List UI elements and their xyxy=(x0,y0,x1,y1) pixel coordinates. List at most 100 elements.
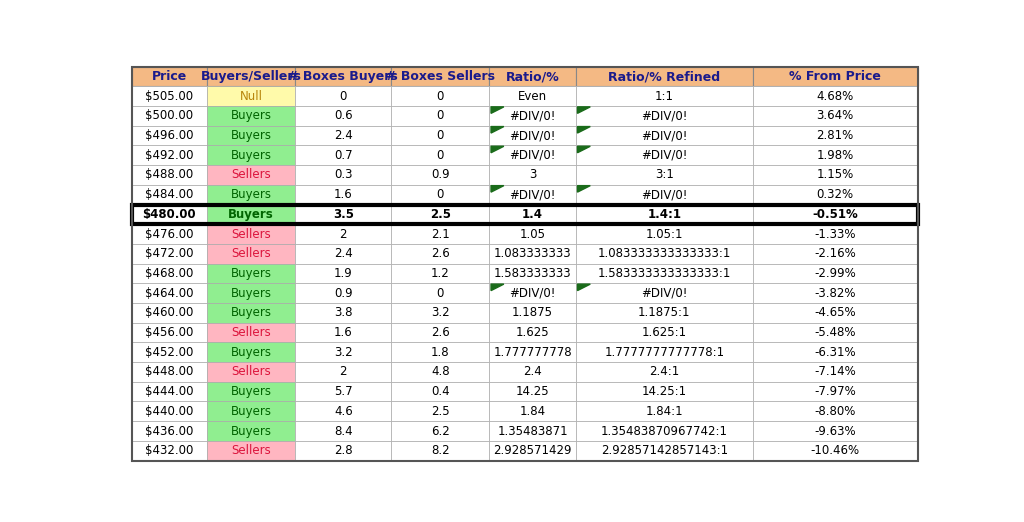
Bar xyxy=(132,126,207,146)
Bar xyxy=(207,303,295,323)
Bar xyxy=(575,283,753,303)
Text: Sellers: Sellers xyxy=(231,247,271,260)
Text: $452.00: $452.00 xyxy=(145,346,194,359)
Bar xyxy=(132,185,207,205)
Bar xyxy=(489,362,575,382)
Text: 0: 0 xyxy=(436,188,444,201)
Text: -0.51%: -0.51% xyxy=(812,208,858,221)
Bar xyxy=(207,244,295,264)
Bar xyxy=(753,342,918,362)
Text: 0.7: 0.7 xyxy=(334,149,352,162)
Text: $505.00: $505.00 xyxy=(145,90,194,103)
Text: 3.5: 3.5 xyxy=(333,208,354,221)
Bar xyxy=(489,126,575,146)
Text: 2.1: 2.1 xyxy=(431,228,450,241)
Text: 1.1875:1: 1.1875:1 xyxy=(638,306,690,319)
Bar xyxy=(391,382,489,401)
Text: $484.00: $484.00 xyxy=(145,188,194,201)
Bar xyxy=(753,382,918,401)
Bar xyxy=(295,106,391,126)
Text: 4.68%: 4.68% xyxy=(816,90,854,103)
Text: Buyers: Buyers xyxy=(228,208,273,221)
Text: 0: 0 xyxy=(436,129,444,142)
Bar xyxy=(207,185,295,205)
Bar xyxy=(489,244,575,264)
Bar xyxy=(391,441,489,460)
Bar xyxy=(575,244,753,264)
Text: 3.8: 3.8 xyxy=(334,306,352,319)
Text: #DIV/0!: #DIV/0! xyxy=(641,110,687,122)
Text: 0: 0 xyxy=(340,90,347,103)
Bar xyxy=(132,441,207,460)
Text: $496.00: $496.00 xyxy=(145,129,194,142)
Bar xyxy=(753,224,918,244)
Bar xyxy=(207,126,295,146)
Text: Sellers: Sellers xyxy=(231,169,271,182)
Text: 1.777777778: 1.777777778 xyxy=(494,346,572,359)
Text: Buyers: Buyers xyxy=(230,188,271,201)
Bar xyxy=(132,283,207,303)
Text: #DIV/0!: #DIV/0! xyxy=(510,129,556,142)
Text: #DIV/0!: #DIV/0! xyxy=(641,149,687,162)
Bar xyxy=(391,264,489,283)
Bar xyxy=(132,264,207,283)
Text: 1.083333333: 1.083333333 xyxy=(494,247,571,260)
Bar xyxy=(207,362,295,382)
Bar xyxy=(489,185,575,205)
Text: 2.4: 2.4 xyxy=(523,365,542,378)
Text: -7.14%: -7.14% xyxy=(814,365,856,378)
Bar xyxy=(391,205,489,224)
Bar xyxy=(295,67,391,86)
Bar xyxy=(753,441,918,460)
Text: Buyers: Buyers xyxy=(230,385,271,398)
Text: Null: Null xyxy=(240,90,262,103)
Text: 0: 0 xyxy=(436,110,444,122)
Bar xyxy=(575,185,753,205)
Bar xyxy=(207,146,295,165)
Text: Buyers: Buyers xyxy=(230,129,271,142)
Text: 0: 0 xyxy=(436,287,444,300)
Bar xyxy=(753,401,918,421)
Text: #DIV/0!: #DIV/0! xyxy=(641,188,687,201)
Bar xyxy=(207,441,295,460)
Bar xyxy=(575,165,753,185)
Bar xyxy=(391,421,489,441)
Bar xyxy=(207,205,295,224)
Polygon shape xyxy=(492,186,504,192)
Text: 4.6: 4.6 xyxy=(334,405,352,418)
Bar xyxy=(391,342,489,362)
Text: $432.00: $432.00 xyxy=(145,444,194,457)
Bar xyxy=(132,362,207,382)
Bar xyxy=(295,264,391,283)
Bar xyxy=(575,362,753,382)
Text: -8.80%: -8.80% xyxy=(814,405,856,418)
Bar xyxy=(391,283,489,303)
Text: 1.9: 1.9 xyxy=(334,267,352,280)
Bar xyxy=(295,441,391,460)
Text: -3.82%: -3.82% xyxy=(814,287,856,300)
Bar xyxy=(132,342,207,362)
Text: 3.2: 3.2 xyxy=(334,346,352,359)
Bar xyxy=(391,86,489,106)
Bar xyxy=(489,382,575,401)
Text: -6.31%: -6.31% xyxy=(814,346,856,359)
Bar xyxy=(753,303,918,323)
Bar xyxy=(575,401,753,421)
Text: 1.6: 1.6 xyxy=(334,326,352,339)
Text: 3:1: 3:1 xyxy=(654,169,674,182)
Text: 1.35483870967742:1: 1.35483870967742:1 xyxy=(601,424,728,437)
Bar xyxy=(753,126,918,146)
Bar xyxy=(207,86,295,106)
Bar xyxy=(391,244,489,264)
Text: # Boxes Sellers: # Boxes Sellers xyxy=(386,70,495,83)
Text: 2: 2 xyxy=(340,228,347,241)
Bar xyxy=(132,205,918,224)
Bar xyxy=(489,146,575,165)
Bar xyxy=(295,401,391,421)
Bar xyxy=(489,205,575,224)
Polygon shape xyxy=(578,107,590,113)
Bar xyxy=(391,126,489,146)
Text: Buyers: Buyers xyxy=(230,405,271,418)
Bar xyxy=(489,283,575,303)
Bar xyxy=(575,146,753,165)
